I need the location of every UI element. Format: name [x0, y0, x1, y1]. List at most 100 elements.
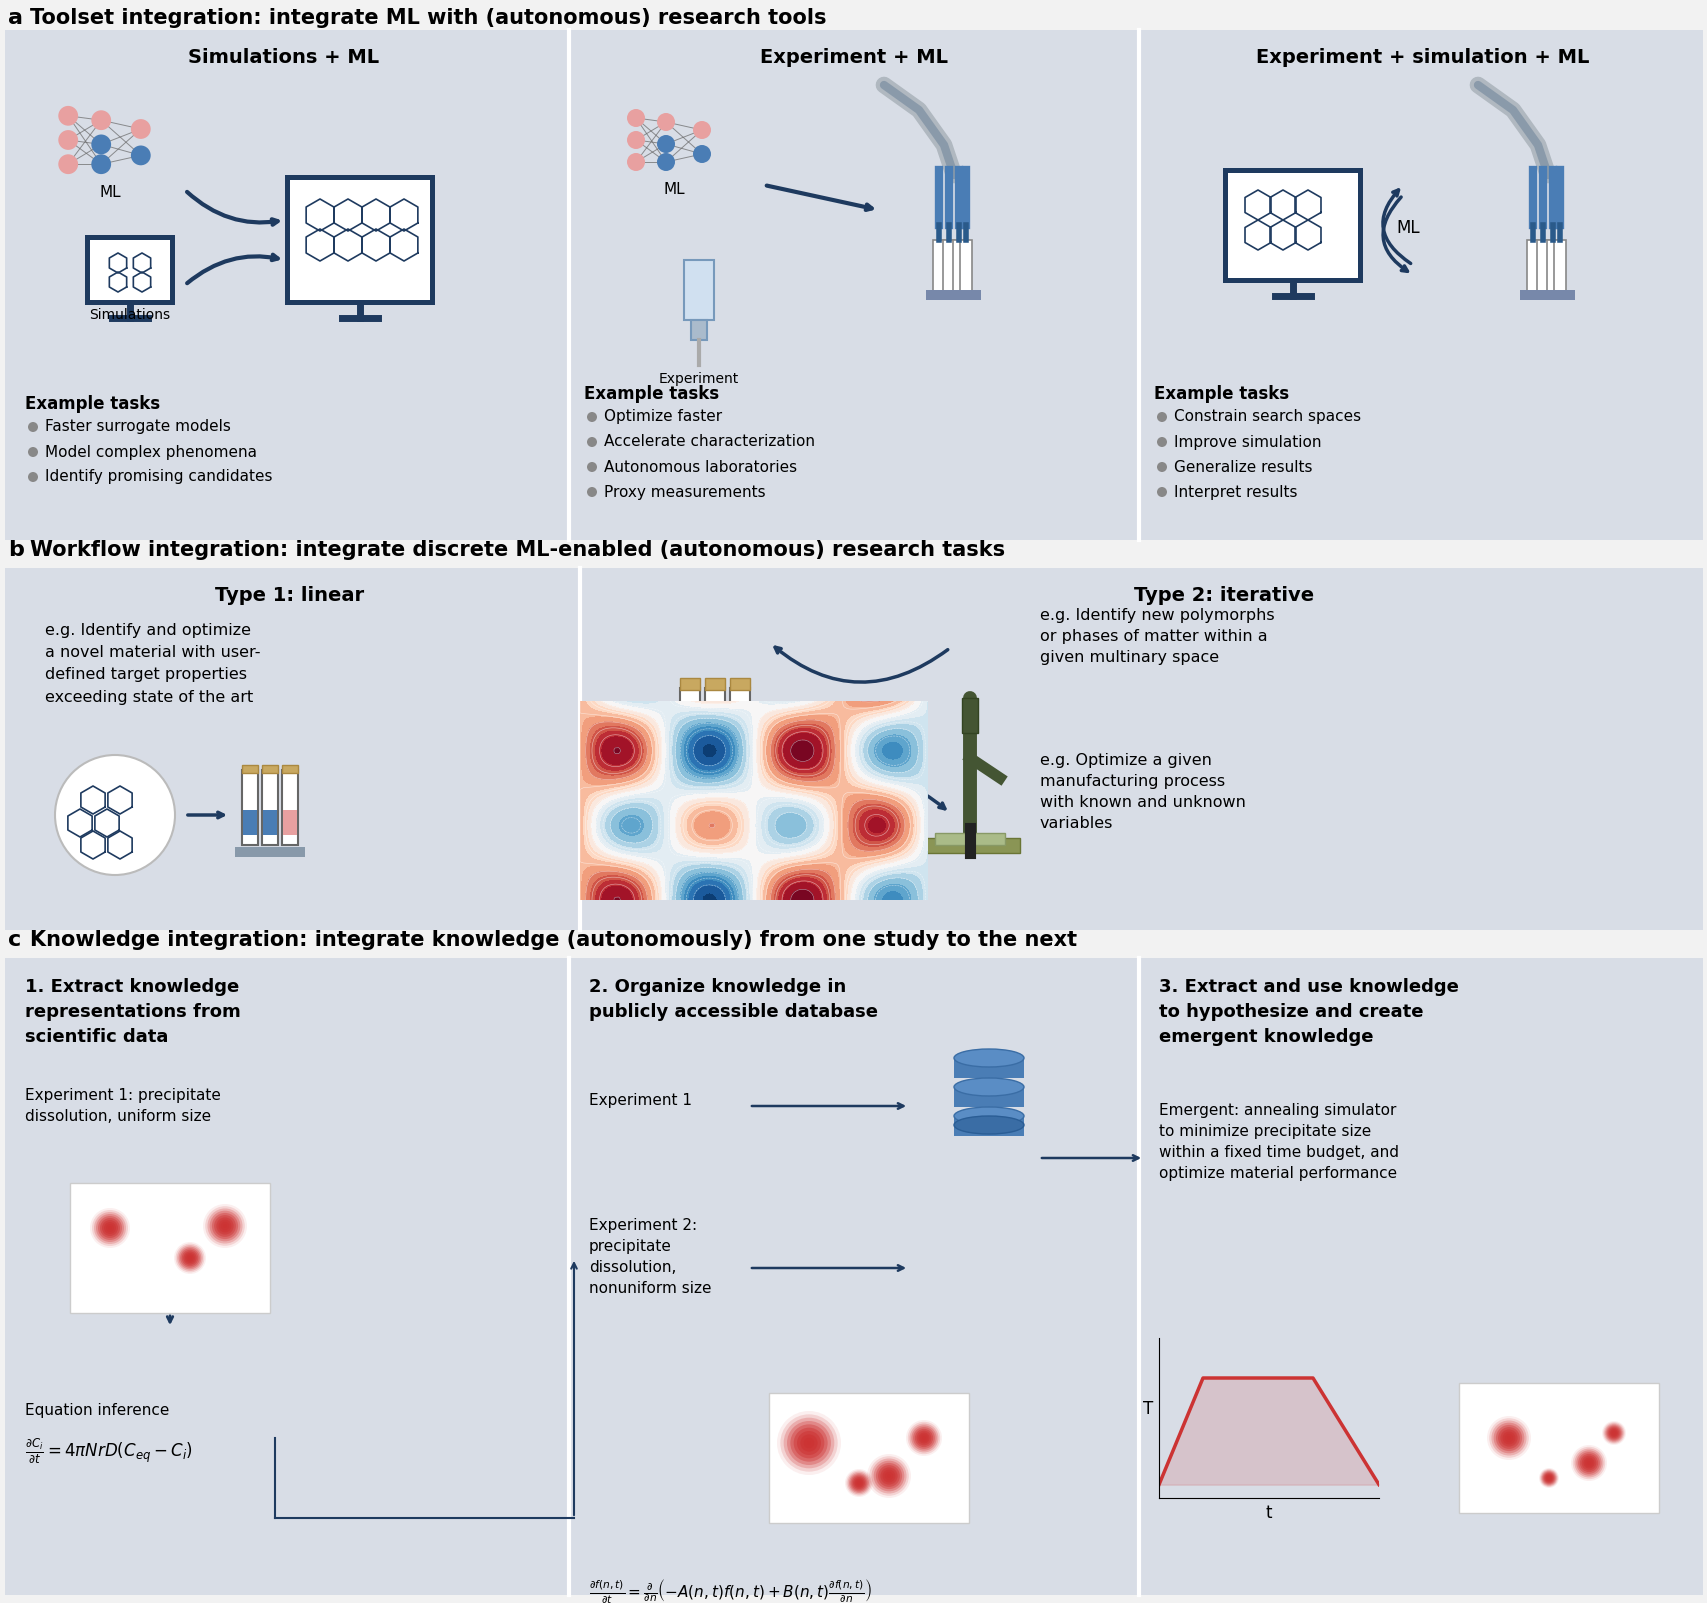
Text: Experiment 2:
precipitate
dissolution,
nonuniform size: Experiment 2: precipitate dissolution, n… [589, 1218, 712, 1295]
Circle shape [657, 135, 674, 152]
Text: a: a [9, 8, 22, 27]
Text: Workflow integration: integrate discrete ML-enabled (autonomous) research tasks: Workflow integration: integrate discrete… [31, 540, 1004, 559]
Circle shape [1540, 1468, 1557, 1488]
FancyBboxPatch shape [1458, 1383, 1657, 1513]
FancyBboxPatch shape [683, 260, 714, 321]
Text: $\frac{\partial C_i}{\partial t} = 4\pi NrD(C_{eq} - C_i)$: $\frac{\partial C_i}{\partial t} = 4\pi … [26, 1436, 193, 1465]
Circle shape [27, 447, 38, 457]
Text: Experiment: Experiment [659, 372, 739, 386]
Circle shape [207, 1209, 242, 1244]
Circle shape [1608, 1428, 1617, 1438]
Circle shape [90, 135, 111, 154]
Circle shape [92, 1210, 128, 1246]
Circle shape [1576, 1451, 1601, 1476]
FancyBboxPatch shape [729, 688, 749, 789]
Circle shape [178, 1246, 203, 1271]
FancyBboxPatch shape [5, 567, 1702, 930]
Circle shape [1601, 1420, 1625, 1444]
FancyBboxPatch shape [242, 765, 258, 773]
Circle shape [174, 1242, 207, 1274]
FancyBboxPatch shape [90, 240, 171, 300]
Circle shape [1506, 1436, 1511, 1439]
Circle shape [1586, 1460, 1589, 1465]
Circle shape [58, 106, 79, 125]
Circle shape [90, 111, 111, 130]
Circle shape [90, 1209, 130, 1249]
Circle shape [1606, 1425, 1620, 1441]
Text: 1. Extract knowledge
representations from
scientific data: 1. Extract knowledge representations fro… [26, 978, 241, 1047]
Circle shape [587, 487, 597, 497]
Circle shape [1156, 487, 1166, 497]
Circle shape [1502, 1431, 1514, 1444]
Circle shape [224, 1225, 227, 1228]
Circle shape [90, 154, 111, 175]
Circle shape [626, 152, 645, 172]
Circle shape [1499, 1430, 1518, 1446]
Circle shape [1547, 1476, 1550, 1480]
Text: Accelerate characterization: Accelerate characterization [604, 434, 814, 449]
Circle shape [1611, 1431, 1615, 1435]
FancyBboxPatch shape [954, 1087, 1024, 1108]
Circle shape [55, 755, 174, 875]
FancyBboxPatch shape [263, 810, 277, 835]
Text: Identify promising candidates: Identify promising candidates [44, 470, 273, 484]
Text: Knowledge integration: integrate knowledge (autonomously) from one study to the : Knowledge integration: integrate knowled… [31, 930, 1077, 951]
Circle shape [1545, 1475, 1552, 1481]
Circle shape [131, 119, 150, 139]
Circle shape [845, 1468, 872, 1497]
FancyBboxPatch shape [954, 1058, 1024, 1077]
Circle shape [186, 1255, 193, 1262]
FancyBboxPatch shape [954, 1116, 1024, 1137]
Circle shape [874, 1460, 903, 1491]
Circle shape [848, 1473, 869, 1492]
Circle shape [804, 1438, 814, 1449]
FancyBboxPatch shape [236, 846, 306, 858]
Circle shape [1608, 1428, 1618, 1438]
Circle shape [1504, 1433, 1512, 1443]
FancyBboxPatch shape [5, 30, 1702, 540]
Circle shape [1543, 1473, 1553, 1483]
FancyBboxPatch shape [261, 769, 278, 845]
Text: Faster surrogate models: Faster surrogate models [44, 420, 230, 434]
Circle shape [104, 1221, 116, 1234]
Circle shape [854, 1478, 864, 1488]
Circle shape [1581, 1456, 1596, 1470]
FancyBboxPatch shape [679, 688, 700, 789]
Circle shape [1156, 462, 1166, 471]
Text: Optimize faster: Optimize faster [604, 409, 722, 425]
Circle shape [210, 1210, 241, 1241]
Circle shape [179, 1247, 201, 1270]
Text: Emergent: annealing simulator
to minimize precipitate size
within a fixed time b: Emergent: annealing simulator to minimiz… [1159, 1103, 1398, 1181]
FancyBboxPatch shape [705, 678, 724, 689]
Circle shape [867, 1454, 910, 1497]
Circle shape [218, 1220, 232, 1233]
Circle shape [857, 1481, 860, 1484]
Circle shape [205, 1205, 244, 1246]
Circle shape [915, 1428, 932, 1448]
FancyBboxPatch shape [679, 678, 700, 689]
Text: Experiment 1: Experiment 1 [589, 1093, 691, 1108]
FancyBboxPatch shape [5, 959, 1702, 1595]
Circle shape [184, 1254, 195, 1263]
FancyBboxPatch shape [242, 769, 258, 845]
Circle shape [1574, 1449, 1603, 1478]
Circle shape [1156, 412, 1166, 422]
Circle shape [1577, 1452, 1599, 1473]
Circle shape [693, 120, 710, 139]
FancyBboxPatch shape [934, 834, 1004, 845]
Circle shape [1540, 1470, 1557, 1486]
Circle shape [1494, 1423, 1523, 1454]
Text: 3. Extract and use knowledge
to hypothesize and create
emergent knowledge: 3. Extract and use knowledge to hypothes… [1159, 978, 1458, 1047]
Text: Example tasks: Example tasks [584, 385, 719, 402]
Circle shape [801, 1435, 818, 1452]
Circle shape [1610, 1430, 1617, 1436]
FancyBboxPatch shape [1547, 240, 1558, 295]
FancyBboxPatch shape [961, 697, 978, 733]
Circle shape [1538, 1468, 1558, 1488]
Text: Type 1: linear: Type 1: linear [215, 587, 364, 604]
Text: Constrain search spaces: Constrain search spaces [1173, 409, 1360, 425]
Circle shape [1156, 438, 1166, 447]
Circle shape [1605, 1425, 1622, 1441]
Text: e.g. Identify and optimize
a novel material with user-
defined target properties: e.g. Identify and optimize a novel mater… [44, 624, 261, 705]
FancyBboxPatch shape [1526, 240, 1538, 295]
